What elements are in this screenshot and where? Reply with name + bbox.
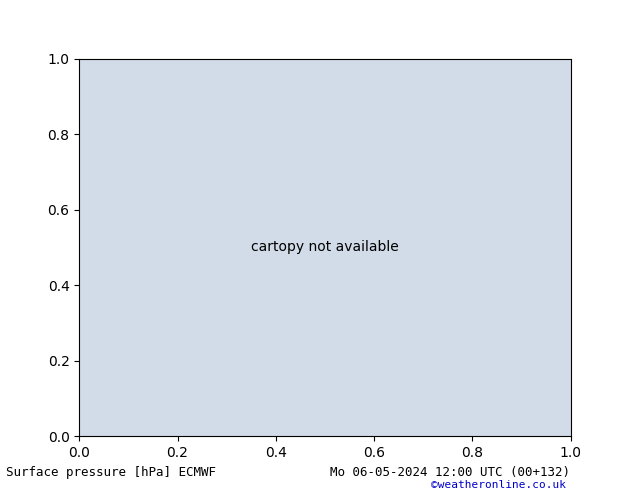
Text: cartopy not available: cartopy not available [251,241,399,254]
Text: Mo 06-05-2024 12:00 UTC (00+132): Mo 06-05-2024 12:00 UTC (00+132) [330,466,570,479]
Text: Surface pressure [hPa] ECMWF: Surface pressure [hPa] ECMWF [6,466,216,479]
Text: ©weatheronline.co.uk: ©weatheronline.co.uk [431,480,566,490]
